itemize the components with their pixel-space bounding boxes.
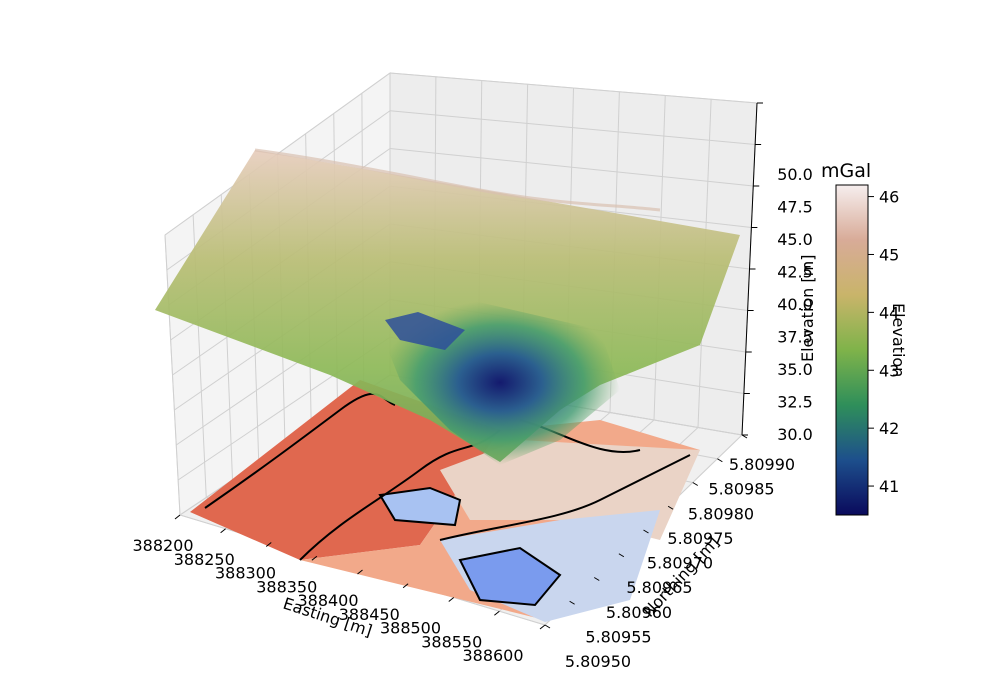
- y-tick-labels: 5.80950 5.80955 5.80960 5.80965 5.80970 5.809…: [544, 434, 795, 671]
- y-tick-label: 5.80955: [585, 627, 651, 646]
- y-tick-mark: [717, 458, 723, 463]
- x-tick-mark: [357, 569, 363, 575]
- y-tick-mark: [692, 482, 699, 486]
- x-tick-label: 388250: [174, 550, 235, 569]
- y-tick-label: 5.80950: [565, 652, 631, 671]
- z-tick-label: 30.0: [777, 425, 813, 444]
- surface-ridge: [254, 148, 661, 212]
- surface-pit: [385, 312, 465, 350]
- y-tick-mark: [593, 577, 600, 581]
- grid-line: [389, 72, 758, 104]
- y-tick-label: 5.80965: [626, 578, 692, 597]
- x-tick-label: 388400: [297, 591, 358, 610]
- contour-region-darkblue: [458, 546, 562, 607]
- colorbar-ticks: 41 42 43 44 45 46: [868, 188, 899, 496]
- colorbar-tick-label: 45: [879, 245, 899, 264]
- z-tick-label: 50.0: [777, 165, 813, 184]
- z-tick-label: 35.0: [777, 360, 813, 379]
- x-tick-labels: 3882003882503883003883503884003884503885…: [132, 514, 546, 665]
- x-tick-label: 388300: [215, 564, 276, 583]
- surface-plot: [155, 148, 740, 465]
- x-tick-label: 388350: [256, 577, 317, 596]
- x-tick-mark: [174, 514, 181, 520]
- x-tick-mark: [494, 610, 500, 616]
- contour-floor: [190, 380, 700, 622]
- x-tick-mark: [539, 624, 546, 630]
- grid-line: [389, 148, 754, 187]
- colorbar-tick-label: 41: [879, 477, 899, 496]
- y-tick-label: 5.80975: [667, 529, 733, 548]
- y-tick-mark: [643, 529, 649, 534]
- y-tick-label: 5.80980: [688, 504, 754, 523]
- x-tick-mark: [448, 597, 455, 602]
- y-tick-mark: [569, 600, 575, 605]
- y-tick-mark: [618, 553, 625, 558]
- contour-line-3: [439, 454, 691, 541]
- colorbar-tick-label: 43: [879, 361, 899, 380]
- z-tick-label: 32.5: [777, 393, 813, 412]
- colorbar-tick-label: 46: [879, 188, 899, 207]
- x-tick-mark: [220, 528, 226, 534]
- z-axis-line: [741, 102, 758, 436]
- y-tick-label: 5.80985: [708, 480, 774, 499]
- y-tick-mark: [544, 624, 551, 629]
- x-tick-label: 388500: [380, 619, 441, 638]
- z-tick-label: 47.5: [777, 198, 813, 217]
- z-tick-label: 42.5: [777, 263, 813, 282]
- colorbar: mGal 41 42 43 44 45 46 Elevation: [821, 160, 908, 516]
- x-tick-mark: [402, 583, 409, 589]
- x-tick-label: 388550: [421, 632, 482, 651]
- grid-line: [389, 110, 756, 145]
- y-tick-mark: [667, 505, 674, 510]
- z-axis-label: Elevation [m]: [798, 255, 817, 362]
- x-tick-mark: [265, 542, 272, 547]
- x-tick-label: 388200: [132, 536, 193, 555]
- colorbar-tick-label: 42: [879, 419, 899, 438]
- z-tick-labels: 30.0 32.5 35.0 37.5 40.0 42.5 45.0 47.5 50.0: [741, 102, 813, 444]
- z-tick-label: 40.0: [777, 295, 813, 314]
- y-tick-label: 5.80990: [729, 455, 795, 474]
- z-tick-label: 37.5: [777, 328, 813, 347]
- z-tick-label: 45.0: [777, 230, 813, 249]
- x-tick-label: 388450: [339, 605, 400, 624]
- contour-region-blue: [378, 486, 462, 527]
- colorbar-label: Elevation: [889, 303, 908, 377]
- colorbar-bar: [835, 184, 869, 516]
- y-tick-label: 5.80970: [647, 554, 713, 573]
- x-tick-mark: [311, 555, 318, 561]
- colorbar-title: mGal: [821, 160, 871, 182]
- y-tick-label: 5.80960: [606, 603, 672, 622]
- colorbar-tick-label: 44: [879, 303, 899, 322]
- x-tick-label: 388600: [462, 646, 523, 665]
